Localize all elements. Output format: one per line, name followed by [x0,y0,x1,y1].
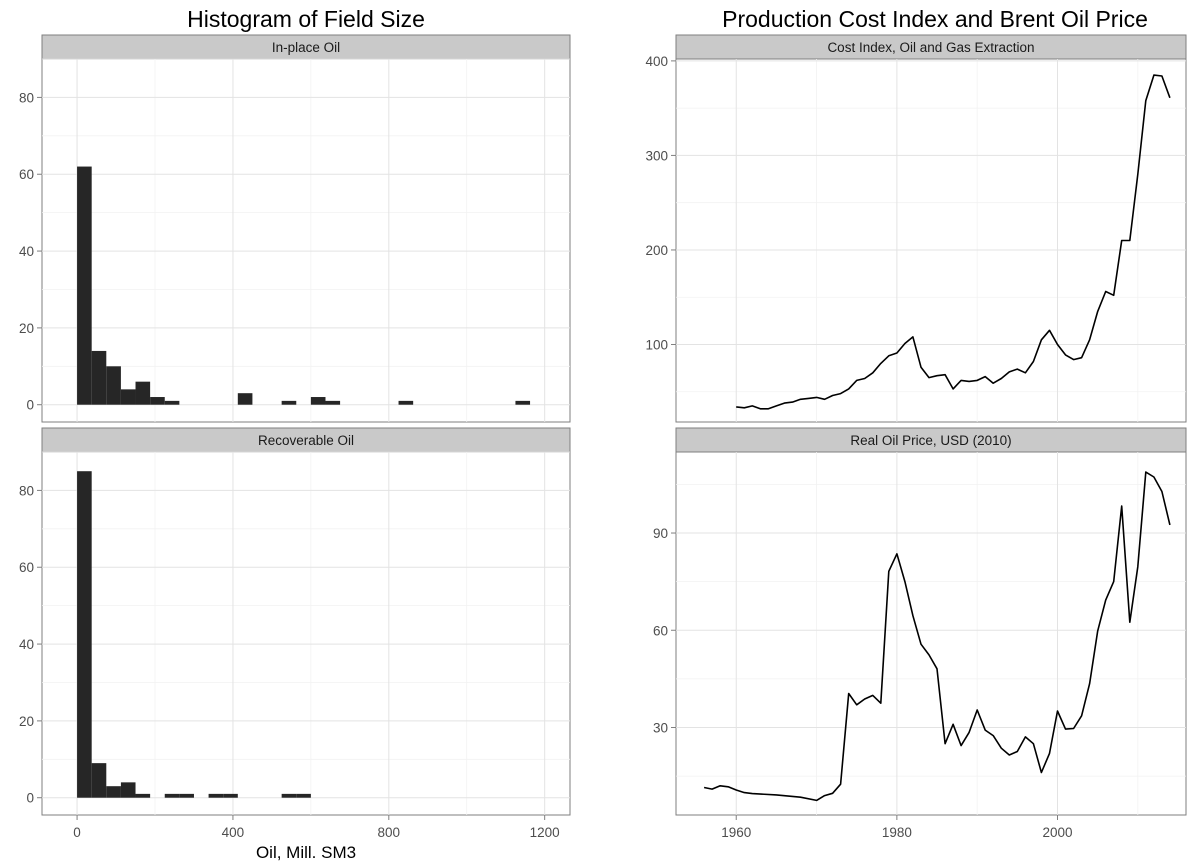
histogram-bar [208,793,224,798]
histogram-bar [515,400,531,405]
histogram-bar [164,793,180,798]
histogram-bar [135,793,151,798]
histogram-bar [120,389,136,405]
histogram-bar [150,397,165,405]
y-tick-label: 300 [645,148,668,163]
y-tick-label: 20 [19,714,34,729]
histogram-bar [106,366,121,405]
series-line [736,74,1171,410]
facet-label-recoverable-oil: Recoverable Oil [258,433,354,448]
facet-label-real-oil-price: Real Oil Price, USD (2010) [850,433,1011,448]
histogram-bar [398,400,414,405]
histogram-bar [281,793,297,798]
line-panel-cost-index: Cost Index, Oil and Gas Extraction 100 20… [645,34,1187,423]
x-tick-label: 400 [222,825,245,840]
y-tick-label: 400 [645,54,668,69]
histogram-bar [310,397,326,405]
y-tick-label: 20 [19,321,34,336]
plot-area-recoverable-oil [41,451,571,816]
y-tick-label: 60 [19,167,34,182]
y-tick-label: 40 [19,637,34,652]
x-tick-label: 2000 [1042,825,1072,840]
histogram-bar [237,393,253,405]
series-line [703,471,1171,802]
left-figure-title: Histogram of Field Size [187,6,425,32]
x-tick-label: 1960 [721,825,751,840]
right-figure-title: Production Cost Index and Brent Oil Pric… [722,6,1148,32]
histogram-x-axis-label: Oil, Mill. SM3 [256,843,356,862]
histogram-bar [135,381,151,405]
y-tick-label: 60 [653,623,668,638]
histogram-bar [179,793,194,798]
histogram-bar [120,782,136,798]
facet-label-in-place-oil: In-place Oil [272,40,340,55]
y-tick-label: 90 [653,526,668,541]
histogram-bar [223,793,238,798]
x-tick-label: 0 [73,825,81,840]
x-tick-label: 1980 [882,825,912,840]
facet-strip-in-place-oil [41,34,571,60]
histogram-bar [325,400,341,405]
histogram-bar [106,786,121,798]
y-tick-label: 200 [645,243,668,258]
y-tick-label: 80 [19,90,34,105]
histogram-bar [296,793,311,798]
histogram-panel-in-place-oil: In-place Oil 0 20 40 60 80 [19,34,571,423]
histogram-bar [164,400,180,405]
y-tick-label: 0 [26,791,34,806]
y-tick-label: 100 [645,337,668,352]
histogram-bar [77,166,92,405]
x-tick-label: 1200 [530,825,560,840]
histogram-panel-recoverable-oil: Recoverable Oil 0 20 40 60 80 0 400 800 1200 [19,427,571,840]
plot-area-real-oil-price [675,451,1187,816]
plot-area-cost-index [675,58,1187,423]
y-tick-label: 40 [19,244,34,259]
y-tick-label: 60 [19,560,34,575]
y-tick-label: 0 [26,398,34,413]
facet-strip-cost-index [675,34,1187,60]
plot-area-in-place-oil [41,58,571,423]
histogram-bar [91,350,107,405]
histogram-bar [281,400,297,405]
histogram-bar [91,763,107,798]
histogram-bar [77,471,92,798]
x-tick-label: 800 [378,825,401,840]
facet-label-cost-index: Cost Index, Oil and Gas Extraction [827,40,1034,55]
y-tick-label: 80 [19,483,34,498]
y-tick-label: 30 [653,720,668,735]
line-panel-real-oil-price: Real Oil Price, USD (2010) 30 60 90 1960 19… [653,427,1187,840]
